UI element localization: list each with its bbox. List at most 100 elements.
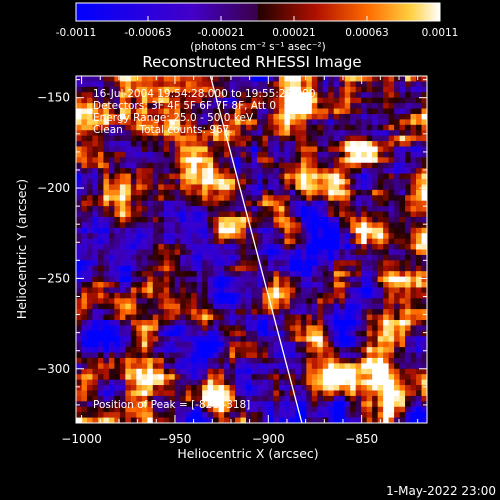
heatmap-cell	[394, 336, 400, 343]
heatmap-cell	[103, 319, 110, 326]
heatmap-cell	[366, 179, 373, 185]
heatmap-cell	[92, 249, 99, 256]
heatmap-cell	[278, 189, 285, 196]
heatmap-cell	[158, 238, 165, 245]
heatmap-cell	[147, 76, 154, 82]
heatmap-cell	[169, 200, 176, 207]
heatmap-cell	[410, 254, 417, 261]
heatmap-cell	[196, 319, 203, 326]
heatmap-cell	[410, 319, 417, 326]
heatmap-cell	[262, 168, 269, 174]
heatmap-cell	[366, 271, 373, 278]
heatmap-cell	[229, 357, 236, 364]
heatmap-cell	[103, 81, 110, 88]
heatmap-cell	[163, 189, 170, 196]
heatmap-cell	[355, 374, 362, 381]
heatmap-cell	[119, 374, 126, 381]
heatmap-cell	[119, 309, 126, 315]
heatmap-cell	[344, 184, 351, 191]
heatmap-cell	[405, 206, 411, 212]
heatmap-cell	[114, 368, 121, 375]
heatmap-cell	[108, 108, 115, 115]
heatmap-cell	[394, 141, 400, 147]
heatmap-cell	[191, 86, 198, 93]
heatmap-cell	[158, 103, 165, 109]
heatmap-cell	[103, 151, 110, 158]
heatmap-cell	[328, 124, 335, 131]
heatmap-cell	[295, 357, 302, 364]
heatmap-cell	[289, 325, 296, 332]
heatmap-cell	[394, 92, 400, 99]
heatmap-cell	[147, 216, 154, 223]
heatmap-cell	[119, 216, 126, 223]
heatmap-cell	[284, 390, 291, 397]
heatmap-cell	[202, 265, 209, 272]
heatmap-cell	[262, 195, 269, 202]
heatmap-cell	[372, 276, 379, 283]
heatmap-cell	[339, 363, 346, 370]
heatmap-cell	[317, 292, 324, 299]
heatmap-cell	[235, 151, 241, 158]
heatmap-cell	[262, 76, 269, 82]
heatmap-cell	[311, 184, 318, 191]
heatmap-cell	[251, 151, 258, 158]
heatmap-cell	[399, 108, 406, 115]
heatmap-cell	[224, 325, 230, 332]
heatmap-cell	[284, 211, 291, 218]
heatmap-cell	[416, 119, 422, 126]
heatmap-cell	[229, 135, 236, 142]
heatmap-cell	[394, 119, 400, 126]
heatmap-cell	[306, 309, 313, 315]
heatmap-cell	[213, 146, 219, 153]
heatmap-cell	[119, 92, 126, 99]
heatmap-cell	[394, 309, 400, 315]
heatmap-cell	[284, 157, 291, 164]
heatmap-cell	[169, 314, 176, 321]
heatmap-cell	[377, 81, 384, 88]
heatmap-cell	[174, 282, 181, 288]
heatmap-cell	[81, 379, 88, 386]
heatmap-cell	[246, 151, 252, 158]
heatmap-cell	[317, 103, 324, 109]
heatmap-cell	[130, 135, 137, 142]
heatmap-cell	[405, 146, 411, 153]
heatmap-cell	[399, 325, 406, 332]
heatmap-cell	[97, 162, 104, 169]
heatmap-cell	[355, 130, 362, 137]
heatmap-cell	[366, 368, 373, 375]
heatmap-cell	[108, 135, 115, 142]
heatmap-cell	[394, 162, 400, 169]
heatmap-cell	[383, 195, 390, 202]
heatmap-cell	[152, 151, 159, 158]
heatmap-cell	[224, 141, 230, 147]
heatmap-cell	[339, 189, 346, 196]
heatmap-cell	[240, 265, 247, 272]
heatmap-cell	[300, 86, 307, 93]
heatmap-cell	[240, 357, 247, 364]
heatmap-cell	[163, 347, 170, 353]
heatmap-cell	[246, 146, 252, 153]
heatmap-cell	[125, 130, 132, 137]
heatmap-cell	[421, 271, 427, 278]
heatmap-cell	[180, 157, 187, 164]
heatmap-cell	[92, 81, 99, 88]
heatmap-cell	[322, 146, 329, 153]
heatmap-cell	[361, 244, 368, 250]
heatmap-cell	[339, 173, 346, 180]
heatmap-cell	[405, 417, 411, 423]
heatmap-cell	[235, 200, 241, 207]
heatmap-cell	[399, 260, 406, 267]
heatmap-cell	[76, 103, 82, 109]
heatmap-cell	[224, 282, 230, 288]
heatmap-cell	[180, 211, 187, 218]
heatmap-cell	[383, 292, 390, 299]
heatmap-cell	[86, 347, 93, 353]
heatmap-cell	[251, 395, 258, 402]
heatmap-cell	[202, 298, 209, 305]
heatmap-cell	[251, 113, 258, 120]
heatmap-cell	[97, 141, 104, 147]
heatmap-cell	[119, 244, 126, 250]
heatmap-cell	[174, 227, 181, 234]
heatmap-cell	[421, 211, 427, 218]
heatmap-cell	[410, 97, 417, 104]
